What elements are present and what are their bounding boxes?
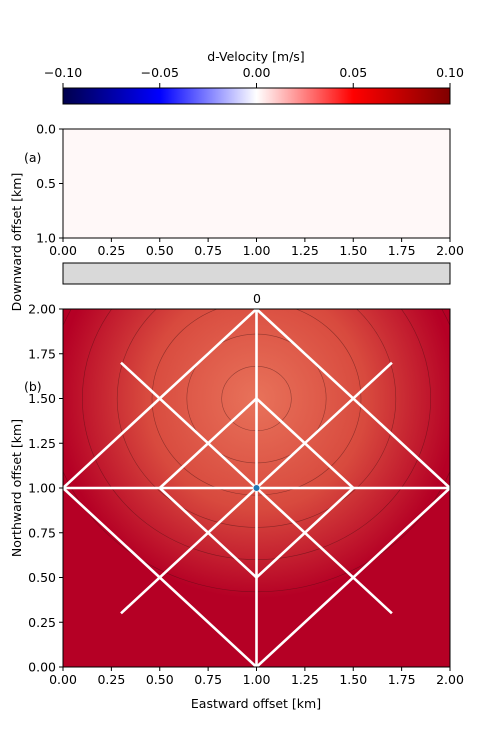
panel-b-ytick-label: 0.25 <box>28 615 56 630</box>
panel-b-ytick-label: 0.75 <box>28 525 56 540</box>
colorbar-gradient <box>62 87 451 105</box>
panel-a-ticks: 0.00 0.25 0.50 0.75 1.00 1.25 1.50 1.75 2.00 0.0 0… <box>36 122 464 259</box>
panel-a-xtick-label: 0.25 <box>97 243 125 258</box>
panel-b-xtick-label: 1.00 <box>243 672 271 687</box>
panel-b-xtick-label: 1.75 <box>388 672 416 687</box>
panel-b-ticks: 0.00 0.25 0.50 0.75 1.00 1.25 1.50 1.75 2.00 0.00… <box>28 302 464 688</box>
panel-b-xtick-label: 1.25 <box>291 672 319 687</box>
colorbar: d-Velocity [m/s] −0.10 −0.05 0.00 0.05 0.10 <box>44 49 464 105</box>
panel-a-xtick-label: 0.50 <box>146 243 174 258</box>
panel-b-xtick-label: 2.00 <box>436 672 464 687</box>
panel-b-ytick-label: 2.00 <box>28 302 56 317</box>
panel-a-xtick-label: 1.75 <box>388 243 416 258</box>
panel-b-xlabel: Eastward offset [km] <box>191 696 321 711</box>
colorbar-tick-label: 0.10 <box>436 65 464 80</box>
colorbar-tick-label: −0.10 <box>44 65 82 80</box>
colorbar-label: d-Velocity [m/s] <box>207 49 304 64</box>
panel-b-ytick-label: 1.75 <box>28 346 56 361</box>
panel-a-ytick-label: 0.0 <box>36 122 56 137</box>
ray-path <box>63 309 450 667</box>
panel-b-ylabel: Northward offset [km] <box>9 419 24 557</box>
panel-b-ytick-label: 1.00 <box>28 481 56 496</box>
panel-a-xtick-label: 1.00 <box>243 243 271 258</box>
colorbar-tick-label: −0.05 <box>141 65 179 80</box>
panel-b-xtick-label: 0.25 <box>97 672 125 687</box>
source-marker <box>253 485 260 491</box>
panel-a-xtick-label: 0.00 <box>49 243 77 258</box>
panel-b-ytick-label: 0.00 <box>28 660 56 675</box>
panel-b-xtick-label: 0.50 <box>146 672 174 687</box>
panel-a-label: (a) <box>24 150 41 165</box>
panel-b: 0 0.00 0.25 0.50 0.75 1.00 1.25 1.50 1.75 2.000.… <box>9 291 464 711</box>
gray-strip <box>62 262 451 285</box>
panel-a-ytick-label: 1.0 <box>36 231 56 246</box>
source-point <box>253 485 260 491</box>
panel-a-xtick-label: 1.25 <box>291 243 319 258</box>
panel-b-xtick-label: 1.50 <box>339 672 367 687</box>
panel-a-xtick-label: 0.75 <box>194 243 222 258</box>
colorbar-tick-label: 0.05 <box>339 65 367 80</box>
panel-b-top-label: 0 <box>253 291 261 306</box>
panel-a-plot-area <box>62 128 451 239</box>
panel-a-xtick-label: 1.50 <box>339 243 367 258</box>
panel-a-ytick-label: 0.5 <box>36 176 56 191</box>
panel-b-xtick-label: 0.00 <box>49 672 77 687</box>
gray-strip-bar <box>62 262 451 285</box>
panel-b-ytick-label: 1.25 <box>28 436 56 451</box>
colorbar-tick-label: 0.00 <box>243 65 271 80</box>
panel-a-ylabel: Downward offset [km] <box>9 173 24 312</box>
panel-b-ytick-label: 1.50 <box>28 391 56 406</box>
panel-b-label: (b) <box>24 379 42 394</box>
colorbar-ticks: −0.10 −0.05 0.00 0.05 0.10 <box>44 65 464 88</box>
panel-a: 0.00 0.25 0.50 0.75 1.00 1.25 1.50 1.75 2.000.00… <box>9 122 464 312</box>
panel-b-ytick-label: 0.50 <box>28 570 56 585</box>
panel-b-xtick-label: 0.75 <box>194 672 222 687</box>
panel-a-xtick-label: 2.00 <box>436 243 464 258</box>
